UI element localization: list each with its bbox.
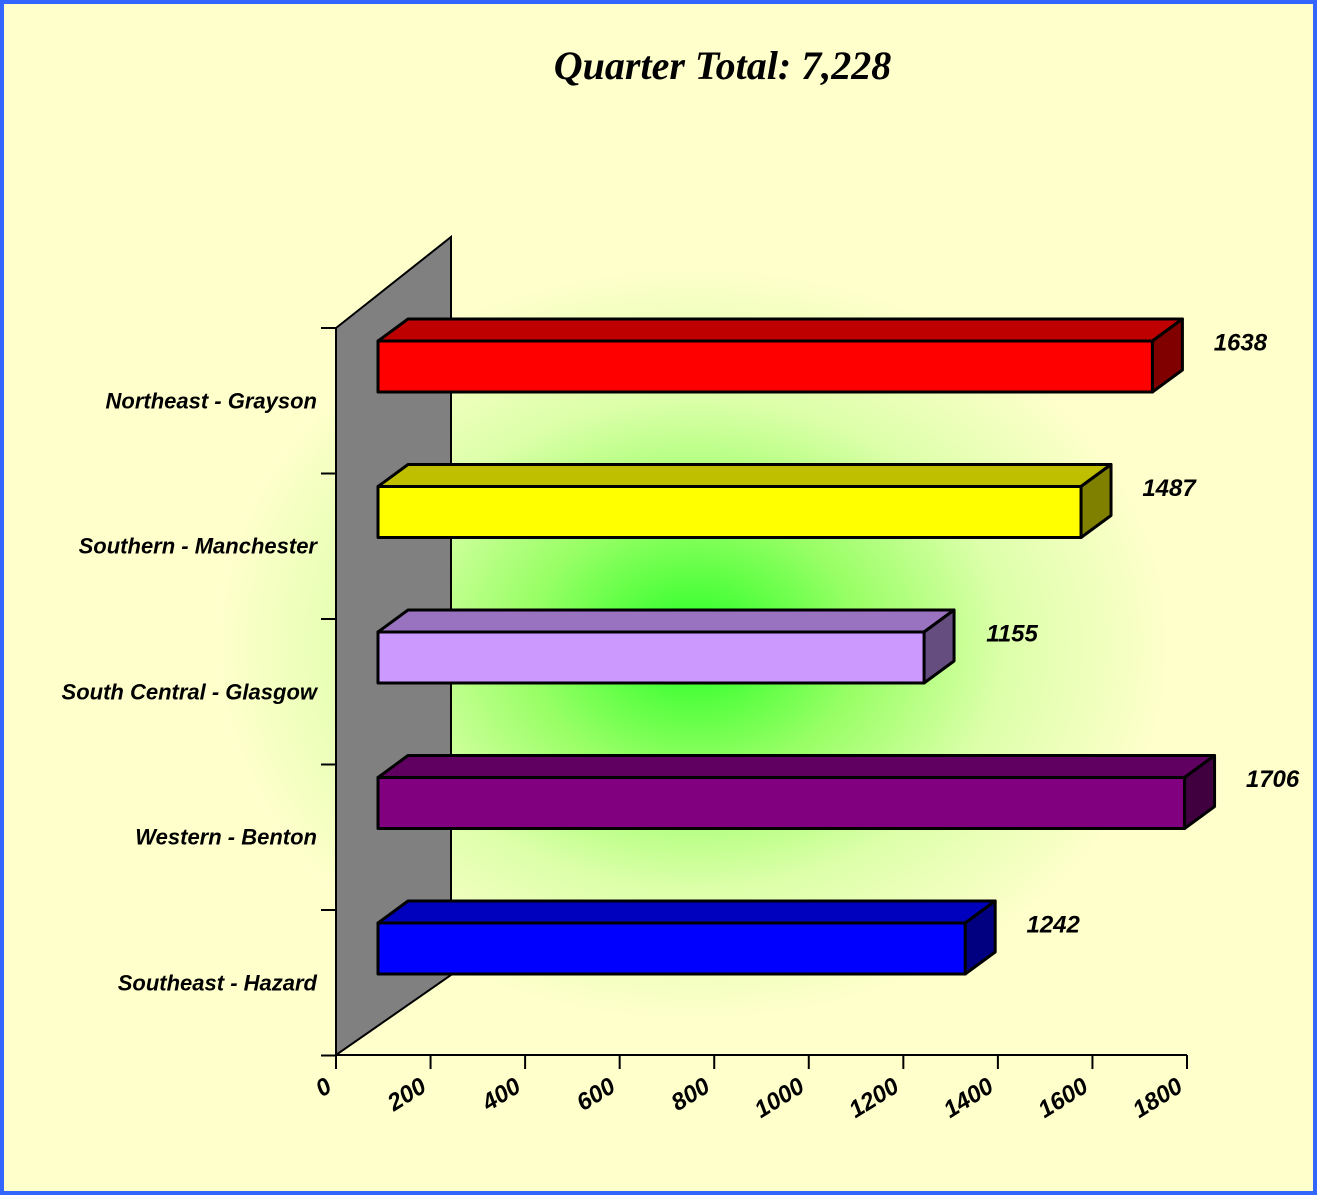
bar xyxy=(376,608,956,685)
value-label: 1706 xyxy=(1246,766,1300,793)
plot: 0 200 400 600 800 1000 1200 1400 1600 1800 1638 148… xyxy=(311,234,1300,1124)
category-label: South Central - Glasgow xyxy=(61,679,317,705)
x-tick-label: 1000 xyxy=(750,1072,810,1124)
value-label: 1242 xyxy=(1026,911,1080,938)
value-label: 1155 xyxy=(986,620,1038,647)
category-label: Western - Benton xyxy=(135,824,317,850)
bar-top xyxy=(376,608,956,634)
x-tick-label: 1600 xyxy=(1033,1072,1093,1124)
bar-top xyxy=(376,754,1217,779)
category-label: Northeast - Grayson xyxy=(105,388,318,414)
bar xyxy=(376,317,1184,394)
value-label: 1487 xyxy=(1142,475,1197,502)
category-label: Southern - Manchester xyxy=(78,533,317,559)
chart-title: Quarter Total: 7,228 xyxy=(553,43,892,88)
bar-front xyxy=(376,339,1154,394)
x-tick-label: 1400 xyxy=(939,1072,999,1124)
bar xyxy=(376,899,997,976)
bar-front xyxy=(376,921,967,976)
bar-top xyxy=(376,463,1113,488)
bar-top xyxy=(376,317,1184,343)
bar-front xyxy=(376,776,1187,830)
bar xyxy=(376,463,1113,539)
x-tick-label: 1800 xyxy=(1128,1072,1188,1124)
x-tick-label: 1200 xyxy=(844,1072,904,1124)
x-tick-label: 600 xyxy=(572,1072,621,1116)
x-tick-label: 200 xyxy=(382,1072,432,1117)
bar-front xyxy=(376,485,1083,539)
x-tick-label: 0 xyxy=(311,1072,337,1102)
bar-top xyxy=(376,899,997,925)
value-label: 1638 xyxy=(1214,329,1268,356)
category-label: Southeast - Hazard xyxy=(117,970,317,996)
x-tick-label: 800 xyxy=(666,1072,715,1116)
bar xyxy=(376,754,1217,830)
x-tick-label: 400 xyxy=(477,1072,527,1117)
bar-front xyxy=(376,630,926,685)
